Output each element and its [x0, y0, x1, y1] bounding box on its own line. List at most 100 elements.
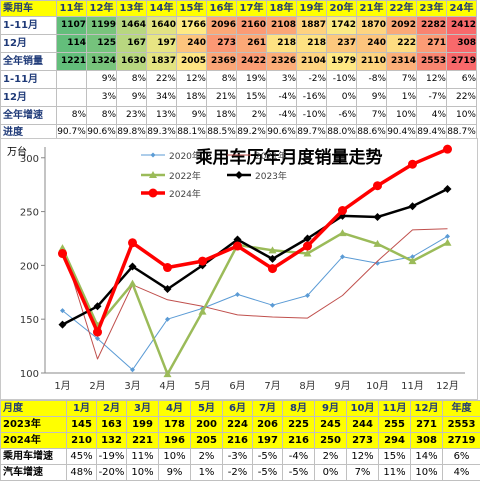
table-cell: -5%	[283, 465, 315, 481]
bottom-header-cell: 3月	[127, 401, 159, 417]
table-cell: 9%	[357, 89, 387, 107]
table-cell: -10%	[297, 107, 327, 125]
y-tick-label: 150	[20, 315, 39, 326]
table-cell: 2326	[267, 53, 297, 71]
data-point	[373, 181, 382, 190]
row-label: 1-11月	[1, 17, 57, 35]
year-header: 14年	[147, 1, 177, 17]
data-point	[128, 238, 137, 247]
table-cell: 244	[347, 417, 379, 433]
table-cell: 2%	[237, 107, 267, 125]
table-cell: -7%	[417, 89, 447, 107]
table-cell: 163	[97, 417, 127, 433]
table-cell: 1887	[297, 17, 327, 35]
year-header: 23年	[417, 1, 447, 17]
bottom-header-cell: 12月	[411, 401, 443, 417]
table-cell: 2553	[417, 53, 447, 71]
table-cell: -6%	[327, 107, 357, 125]
table-cell: -3%	[223, 449, 253, 465]
table-cell: 14%	[411, 449, 443, 465]
table-cell: 1640	[147, 17, 177, 35]
table-cell: 240	[357, 35, 387, 53]
table-cell: 1107	[57, 17, 87, 35]
table-cell: -16%	[297, 89, 327, 107]
data-point	[163, 263, 172, 272]
table-cell: 9%	[159, 465, 191, 481]
table-cell: 22%	[147, 71, 177, 89]
table-cell: 10%	[447, 107, 477, 125]
year-header: 21年	[357, 1, 387, 17]
table-cell: 2369	[207, 53, 237, 71]
x-tick-label: 12月	[436, 380, 459, 392]
table-cell: 8%	[57, 107, 87, 125]
row-label: 2024年	[1, 433, 67, 449]
table-cell: 273	[347, 433, 379, 449]
table-cell: 2%	[315, 449, 347, 465]
table-cell: 12%	[347, 449, 379, 465]
table-cell: -2%	[223, 465, 253, 481]
table-cell: 216	[283, 433, 315, 449]
table-cell: 271	[411, 417, 443, 433]
table-cell: 4%	[443, 465, 480, 481]
x-tick-label: 9月	[334, 380, 350, 392]
table-cell: 240	[177, 35, 207, 53]
table-cell: 6%	[447, 71, 477, 89]
bottom-header-cell: 8月	[283, 401, 315, 417]
table-cell: 2096	[207, 17, 237, 35]
table-cell: 261	[237, 35, 267, 53]
table-cell: 10%	[159, 449, 191, 465]
table-cell: 18%	[207, 107, 237, 125]
legend-label: 2021年	[255, 150, 287, 162]
bottom-header-cell: 10月	[347, 401, 379, 417]
year-header: 12年	[87, 1, 117, 17]
table-cell: 218	[297, 35, 327, 53]
row-label: 2023年	[1, 417, 67, 433]
table-cell: 1870	[357, 17, 387, 35]
data-point	[151, 153, 156, 158]
data-point	[408, 160, 417, 169]
table-cell: 2092	[387, 17, 417, 35]
table-cell: 8%	[207, 71, 237, 89]
table-cell: 197	[147, 35, 177, 53]
table-cell: 178	[159, 417, 191, 433]
table-cell: 1221	[57, 53, 87, 71]
table-cell: 132	[97, 433, 127, 449]
table-cell: 1%	[191, 465, 223, 481]
bottom-header-cell: 2月	[97, 401, 127, 417]
data-point	[149, 189, 158, 198]
year-header: 19年	[297, 1, 327, 17]
table-cell: 7%	[387, 71, 417, 89]
table-cell: -4%	[267, 89, 297, 107]
bottom-header-cell: 5月	[191, 401, 223, 417]
year-header: 20年	[327, 1, 357, 17]
table-cell: -2%	[297, 71, 327, 89]
table-cell: 1199	[87, 17, 117, 35]
data-point	[339, 229, 347, 236]
year-header: 22年	[387, 1, 417, 17]
data-point	[445, 234, 450, 239]
table-cell: 255	[379, 417, 411, 433]
table-cell: 18%	[177, 89, 207, 107]
table-cell: -8%	[357, 71, 387, 89]
table-cell: 22%	[447, 89, 477, 107]
table-cell: 114	[57, 35, 87, 53]
table-cell: 15%	[237, 89, 267, 107]
table-cell: -4%	[283, 449, 315, 465]
year-header: 18年	[267, 1, 297, 17]
table-cell: 0%	[327, 89, 357, 107]
table-cell: 2719	[443, 433, 480, 449]
table-cell: 2108	[267, 17, 297, 35]
table-cell: 1630	[117, 53, 147, 71]
table-cell: 7%	[347, 465, 379, 481]
table-cell: 250	[315, 433, 347, 449]
table-cell: 11%	[127, 449, 159, 465]
table-cell: 48%	[67, 465, 97, 481]
